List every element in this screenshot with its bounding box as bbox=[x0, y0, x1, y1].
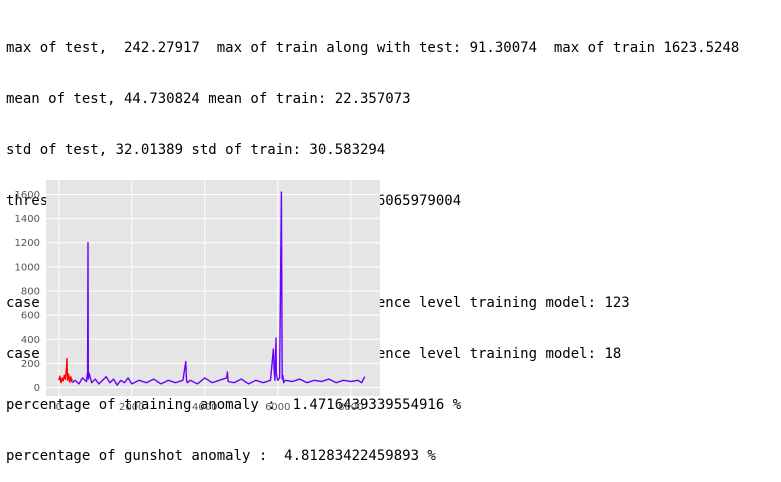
series-line bbox=[58, 357, 73, 384]
y-tick-label: 800 bbox=[21, 287, 40, 298]
x-tick-label: 0 bbox=[56, 402, 62, 413]
y-tick-label: 600 bbox=[21, 311, 40, 322]
series-lines bbox=[58, 191, 366, 386]
output-line: mean of test, 44.730824 mean of train: 2… bbox=[6, 91, 411, 107]
output-line: percentage of training anomaly : 1.47164… bbox=[6, 397, 462, 413]
x-tick-label: 8000 bbox=[338, 402, 363, 413]
y-tick-label: 1200 bbox=[15, 238, 40, 249]
y-tick-label: 1000 bbox=[15, 262, 40, 273]
x-tick-label: 6000 bbox=[265, 402, 290, 413]
line-chart: 0 2000 4000 6000 8000 0 200 400 600 800 1000 1200 14… bbox=[15, 180, 380, 413]
output-line: max of test, 242.27917 max of train alon… bbox=[6, 40, 740, 56]
output-line: percentage of gunshot anomaly : 4.812834… bbox=[6, 448, 436, 464]
output-line: std of test, 32.01389 std of train: 30.5… bbox=[6, 142, 386, 158]
x-tick-label: 2000 bbox=[119, 402, 144, 413]
y-tick-label: 1600 bbox=[15, 190, 40, 201]
series-line bbox=[71, 191, 366, 386]
y-tick-label: 200 bbox=[21, 359, 40, 370]
grid-lines bbox=[46, 180, 380, 396]
y-tick-label: 1400 bbox=[15, 214, 40, 225]
plot-area bbox=[46, 180, 380, 396]
x-tick-label: 4000 bbox=[192, 402, 217, 413]
tick-labels: 0 2000 4000 6000 8000 0 200 400 600 800 1000 1200 14… bbox=[15, 190, 364, 413]
y-tick-label: 400 bbox=[21, 335, 40, 346]
y-tick-label: 0 bbox=[34, 383, 40, 394]
